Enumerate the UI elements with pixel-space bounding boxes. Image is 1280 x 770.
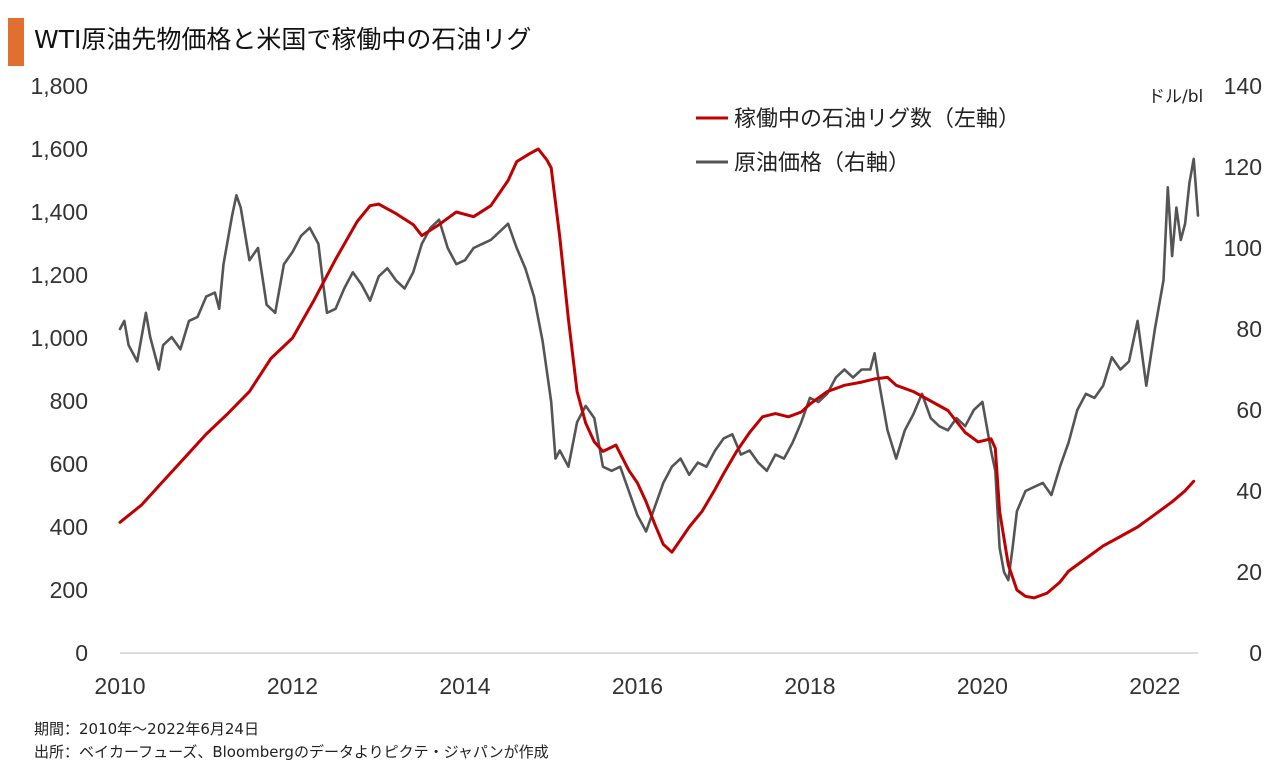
y-left-tick-label: 0	[75, 640, 88, 666]
x-tick-label: 2020	[957, 673, 1008, 699]
series-line-oil-price	[118, 157, 1200, 582]
chart-title: WTI原油先物価格と米国で稼働中の石油リグ	[34, 25, 532, 54]
right-axis-unit: ドル/bl	[1148, 87, 1203, 107]
y-right-tick-label: 80	[1236, 316, 1262, 342]
series-line-rigs	[118, 147, 1196, 600]
y-right-tick-label: 120	[1224, 154, 1262, 180]
y-left-tick-label: 1,200	[30, 262, 88, 288]
y-right-tick-label: 100	[1224, 235, 1262, 261]
axes-group: 02004006008001,0001,2001,4001,6001,80002…	[30, 73, 1262, 699]
y-right-tick-label: 20	[1236, 559, 1262, 585]
y-left-tick-label: 600	[50, 451, 88, 477]
y-left-tick-label: 1,400	[30, 199, 88, 225]
x-tick-label: 2014	[439, 673, 490, 699]
legend-label-oil: 原油価格（右軸）	[734, 151, 910, 176]
y-left-tick-label: 800	[50, 388, 88, 414]
legend: 稼働中の石油リグ数（左軸） 原油価格（右軸）	[696, 107, 1020, 176]
y-left-tick-label: 400	[50, 514, 88, 540]
x-tick-label: 2012	[267, 673, 318, 699]
y-right-tick-label: 40	[1236, 478, 1262, 504]
y-left-tick-label: 1,000	[30, 325, 88, 351]
x-tick-label: 2016	[612, 673, 663, 699]
footer-source: 出所：ベイカーフューズ、Bloombergのデータよりピクテ・ジャパンが作成	[34, 743, 549, 761]
title-accent-bar	[8, 18, 24, 66]
y-left-tick-label: 1,600	[30, 136, 88, 162]
x-tick-label: 2022	[1129, 673, 1180, 699]
x-tick-label: 2018	[784, 673, 835, 699]
series-group	[118, 147, 1200, 600]
y-right-tick-label: 140	[1224, 73, 1262, 99]
y-left-tick-label: 200	[50, 577, 88, 603]
y-left-tick-label: 1,800	[30, 73, 88, 99]
x-tick-label: 2010	[94, 673, 145, 699]
y-right-tick-label: 0	[1249, 640, 1262, 666]
footer-period: 期間：2010年～2022年6月24日	[34, 720, 259, 738]
y-right-tick-label: 60	[1236, 397, 1262, 423]
legend-label-rigs: 稼働中の石油リグ数（左軸）	[734, 107, 1020, 132]
